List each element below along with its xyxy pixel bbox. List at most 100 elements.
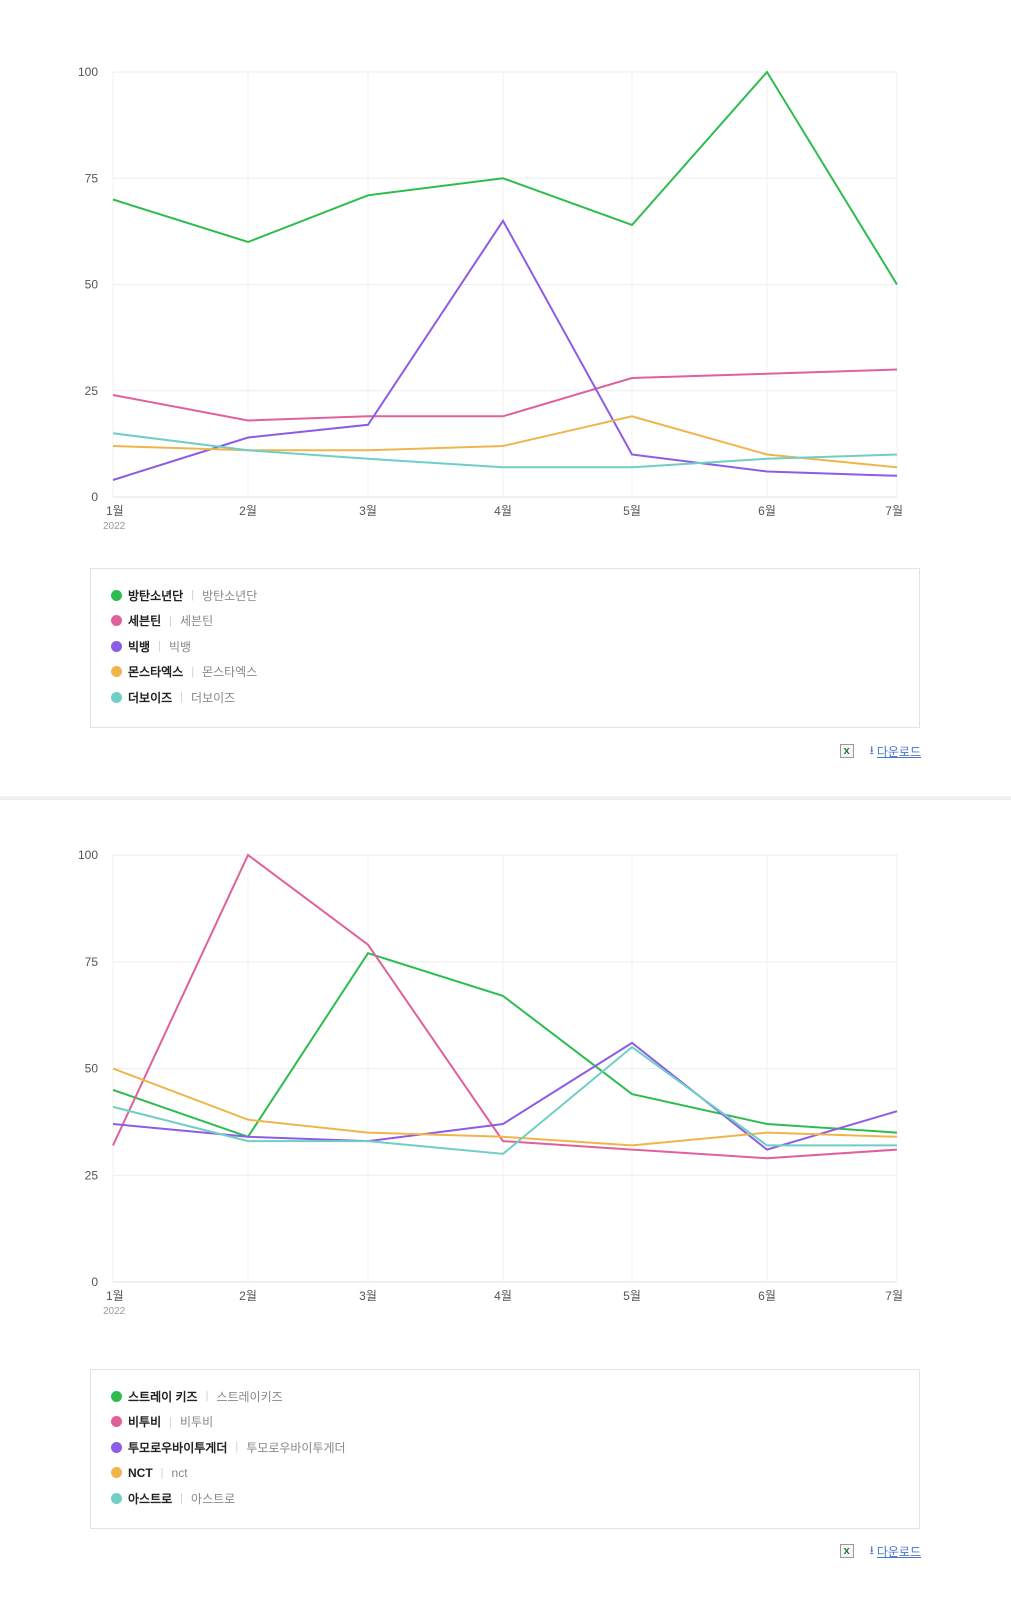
legend-series-name: 세븐틴 (128, 614, 162, 628)
legend-color-dot (111, 589, 122, 601)
y-tick-label: 75 (85, 171, 99, 185)
series-line-2[interactable] (112, 853, 898, 1160)
legend-series-name: 비투비 (128, 1415, 162, 1429)
x-tick-label: 6월 (758, 504, 776, 518)
y-tick-label: 0 (91, 1275, 98, 1289)
x-tick-label: 3월 (359, 504, 377, 518)
legend-1: 방탄소년단 | 방탄소년단 세븐틴 | 세븐틴 빅뱅 | 빅뱅 몬스타엑스 | 몬스타엑스 더보이즈 | 더… (90, 568, 920, 728)
x-tick-label: 3월 (359, 1289, 377, 1303)
x-tick-label: 7월 (885, 504, 903, 518)
chart-tools-2: x ⭳ 다운로드 (839, 1542, 921, 1560)
legend-item[interactable]: 아스트로 | 아스트로 (111, 1488, 235, 1508)
x-tick-label: 7월 (885, 1289, 903, 1303)
legend-keyword: 스트레이키즈 (216, 1389, 283, 1404)
legend-series-name: 빅뱅 (128, 639, 151, 654)
series-line-4[interactable] (112, 1067, 898, 1147)
legend-divider: | (205, 1390, 209, 1402)
download-link[interactable]: 다운로드 (876, 1544, 921, 1559)
legend-series-name: 방탄소년단 (128, 588, 184, 603)
legend-color-dot (111, 640, 122, 652)
legend-color-dot (111, 1416, 122, 1427)
legend-divider: | (158, 640, 161, 652)
legend-color-dot (111, 666, 122, 677)
legend-series-name: 더보이즈 (128, 690, 173, 705)
legend-keyword: 아스트로 (191, 1491, 236, 1506)
chart-panel-1: 0 25 50 75 100 1월 2월 3월 4월 5월 6월 7월 2022 방탄소년단 | 방탄소년단… (0, 0, 1011, 798)
legend-color-dot (111, 691, 122, 703)
y-tick-label: 100 (78, 848, 98, 862)
legend-color-dot (111, 615, 122, 626)
x-tick-label: 1월 (106, 1289, 124, 1303)
legend-series-name: 몬스타엑스 (128, 665, 184, 679)
y-tick-label: 0 (91, 490, 98, 504)
y-tick-label: 75 (85, 955, 99, 969)
x-tick-label: 6월 (758, 1289, 776, 1303)
legend-item[interactable]: 스트레이 키즈 | 스트레이키즈 (111, 1386, 283, 1406)
x-tick-label: 5월 (623, 1289, 641, 1303)
legend-keyword: 투모로우바이투게더 (246, 1440, 346, 1455)
y-tick-label: 25 (85, 384, 99, 398)
series-line-3[interactable] (112, 1041, 898, 1151)
x-sublabel-year: 2022 (103, 1306, 126, 1317)
legend-item[interactable]: NCT | nct (111, 1463, 188, 1483)
legend-keyword: nct (171, 1465, 188, 1480)
legend-item[interactable]: 몬스타엑스 | 몬스타엑스 (111, 662, 257, 682)
legend-keyword: 몬스타엑스 (202, 665, 258, 679)
legend-divider: | (235, 1441, 239, 1453)
legend-item[interactable]: 방탄소년단 | 방탄소년단 (111, 585, 257, 605)
legend-keyword: 비투비 (179, 1415, 214, 1429)
chart-tools-1: x ⭳ 다운로드 (839, 742, 921, 760)
line-chart-1: 0 25 50 75 100 1월 2월 3월 4월 5월 6월 7월 2022 (78, 65, 903, 532)
legend-keyword: 빅뱅 (168, 639, 192, 654)
download-arrow-icon: ⭳ (869, 742, 874, 757)
legend-divider: | (180, 691, 184, 703)
x-tick-label: 4월 (494, 504, 512, 518)
legend-color-dot (111, 1492, 122, 1504)
legend-color-dot (111, 1441, 122, 1453)
legend-series-name: 아스트로 (128, 1491, 173, 1506)
x-tick-label: 2월 (239, 504, 257, 518)
series-line-2[interactable] (112, 368, 898, 422)
series-line-1[interactable] (112, 952, 898, 1139)
legend-item[interactable]: 비투비 | 비투비 (111, 1412, 213, 1432)
legend-item[interactable]: 더보이즈 | 더보이즈 (111, 687, 235, 707)
series-line-4[interactable] (112, 415, 898, 469)
chart-panel-2: 0 25 50 75 100 1월 2월 3월 4월 5월 6월 7월 2022 스트레이 키즈 | 스트레… (0, 800, 1011, 1600)
excel-icon[interactable]: x (839, 1544, 854, 1558)
series-line-5[interactable] (112, 432, 898, 469)
panel-separator (0, 796, 1011, 802)
legend-color-dot (111, 1467, 122, 1478)
line-chart-2: 0 25 50 75 100 1월 2월 3월 4월 5월 6월 7월 2022 (78, 848, 903, 1317)
legend-divider: | (169, 614, 172, 627)
series-line-5[interactable] (112, 1045, 897, 1155)
legend-divider: | (191, 665, 195, 678)
legend-keyword: 방탄소년단 (202, 588, 258, 603)
x-tick-label: 1월 (106, 504, 124, 518)
series-line-3[interactable] (112, 218, 898, 481)
legend-item[interactable]: 세븐틴 | 세븐틴 (111, 611, 213, 631)
series-line-1[interactable] (112, 70, 898, 286)
legend-item[interactable]: 투모로우바이투게더 | 투모로우바이투게더 (111, 1437, 346, 1457)
legend-divider: | (191, 589, 195, 601)
excel-icon[interactable]: x (839, 744, 854, 758)
download-link[interactable]: 다운로드 (876, 744, 921, 759)
legend-item[interactable]: 빅뱅 | 빅뱅 (111, 636, 191, 656)
download-arrow-icon: ⭳ (869, 1542, 874, 1557)
y-tick-label: 50 (85, 278, 99, 292)
y-tick-label: 100 (78, 65, 98, 79)
legend-2: 스트레이 키즈 | 스트레이키즈 비투비 | 비투비 투모로우바이투게더 | 투모로우바이투게더… (90, 1369, 920, 1529)
x-sublabel-year: 2022 (103, 521, 126, 532)
legend-color-dot (111, 1390, 122, 1402)
y-tick-label: 50 (85, 1062, 99, 1076)
legend-series-name: NCT (128, 1465, 153, 1480)
y-tick-label: 25 (85, 1168, 99, 1182)
x-tick-label: 5월 (623, 504, 641, 518)
legend-series-name: 투모로우바이투게더 (128, 1440, 228, 1455)
legend-keyword: 세븐틴 (179, 614, 214, 628)
x-tick-label: 4월 (494, 1289, 512, 1303)
x-tick-label: 2월 (239, 1289, 257, 1303)
legend-keyword: 더보이즈 (191, 690, 236, 705)
legend-divider: | (160, 1466, 164, 1479)
legend-divider: | (180, 1492, 184, 1504)
legend-divider: | (169, 1415, 172, 1428)
